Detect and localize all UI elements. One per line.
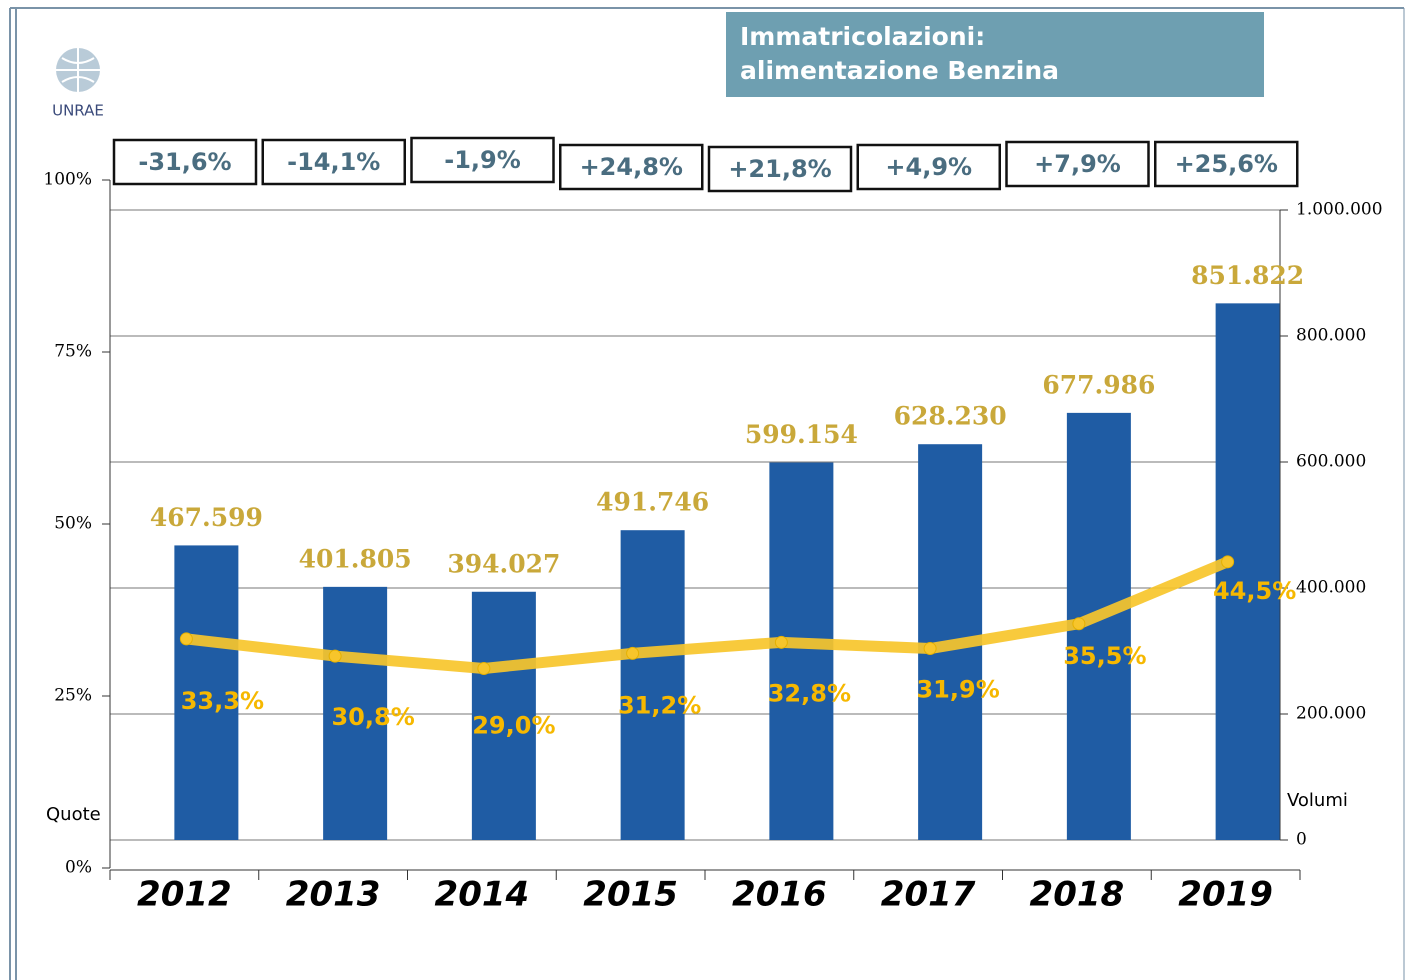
- x-tick-label: 2019: [1178, 875, 1273, 915]
- line-value-label: 32,8%: [768, 679, 851, 707]
- line-value-label: 33,3%: [181, 687, 264, 715]
- line-point: [1221, 555, 1235, 569]
- change-label: -31,6%: [138, 148, 231, 176]
- y-tick-label: 0%: [65, 858, 92, 878]
- bar-value-label: 401.805: [299, 544, 412, 573]
- change-label: +21,8%: [728, 155, 831, 183]
- line-value-label: 44,5%: [1213, 577, 1296, 605]
- line-value-label: 29,0%: [472, 711, 555, 739]
- line-value-label: 35,5%: [1063, 642, 1146, 670]
- change-box: [856, 143, 1001, 191]
- y-tick-label: 100%: [43, 170, 92, 190]
- bar-value-label: 467.599: [150, 503, 263, 532]
- line-point: [179, 632, 193, 646]
- change-label: +4,9%: [885, 153, 972, 181]
- y2-tick-label: 1.000.000: [1296, 200, 1383, 220]
- change-label: +24,8%: [580, 153, 683, 181]
- bar-value-label: 628.230: [894, 402, 1007, 431]
- change-label: -14,1%: [287, 148, 380, 176]
- x-tick-label: 2016: [732, 875, 827, 915]
- line-value-label: 30,8%: [331, 703, 414, 731]
- change-box: [707, 145, 853, 193]
- bar-value-label: 851.822: [1191, 261, 1304, 290]
- bar: [1215, 303, 1280, 840]
- x-tick-label: 2018: [1030, 875, 1125, 915]
- change-box: [1005, 140, 1150, 188]
- change-label: +25,6%: [1175, 150, 1278, 178]
- y-tick-label: 50%: [54, 514, 92, 534]
- y-axis-label: Quote: [46, 804, 101, 825]
- line: [185, 556, 1230, 674]
- y2-axis-label: Volumi: [1287, 790, 1348, 811]
- logo-text: UNRAE: [52, 102, 104, 120]
- line-value-label: 31,9%: [916, 676, 999, 704]
- chart-title: Immatricolazioni:: [740, 22, 985, 51]
- change-box: [410, 136, 555, 184]
- chart-title: alimentazione Benzina: [740, 56, 1059, 85]
- change-box: [112, 138, 258, 186]
- change-box: [1154, 140, 1299, 188]
- y2-tick-label: 400.000: [1296, 578, 1366, 598]
- title-box: [726, 12, 1264, 97]
- y-tick-label: 75%: [54, 342, 92, 362]
- line-point: [774, 635, 788, 649]
- bar-value-label: 677.986: [1042, 370, 1155, 399]
- logo-lines: [56, 48, 100, 92]
- y2-tick-label: 200.000: [1296, 704, 1366, 724]
- bar-value-label: 394.027: [447, 549, 560, 578]
- x-tick-label: 2013: [286, 875, 381, 915]
- y2-tick-label: 600.000: [1296, 452, 1366, 472]
- change-box: [261, 138, 406, 186]
- line-point: [1072, 617, 1086, 631]
- bar: [323, 586, 388, 840]
- line-point: [626, 646, 640, 660]
- line-point: [477, 661, 491, 675]
- bar-value-label: 599.154: [745, 420, 858, 449]
- bar: [620, 530, 685, 840]
- y2-tick-label: 800.000: [1296, 326, 1366, 346]
- x-tick-label: 2012: [137, 875, 232, 915]
- bar: [471, 591, 536, 840]
- y2-tick-label: 0: [1296, 830, 1307, 850]
- change-label: -1,9%: [444, 146, 521, 174]
- x-tick-label: 2017: [881, 875, 976, 915]
- line-point: [923, 642, 937, 656]
- bar: [174, 545, 239, 840]
- change-box: [559, 143, 704, 191]
- line-point: [328, 649, 342, 663]
- bar-value-label: 491.746: [596, 488, 709, 517]
- x-tick-label: 2014: [435, 875, 530, 915]
- change-label: +7,9%: [1034, 150, 1121, 178]
- x-tick-label: 2015: [583, 875, 678, 915]
- y-tick-label: 25%: [54, 686, 92, 706]
- bar: [769, 462, 834, 840]
- line-value-label: 31,2%: [618, 691, 701, 719]
